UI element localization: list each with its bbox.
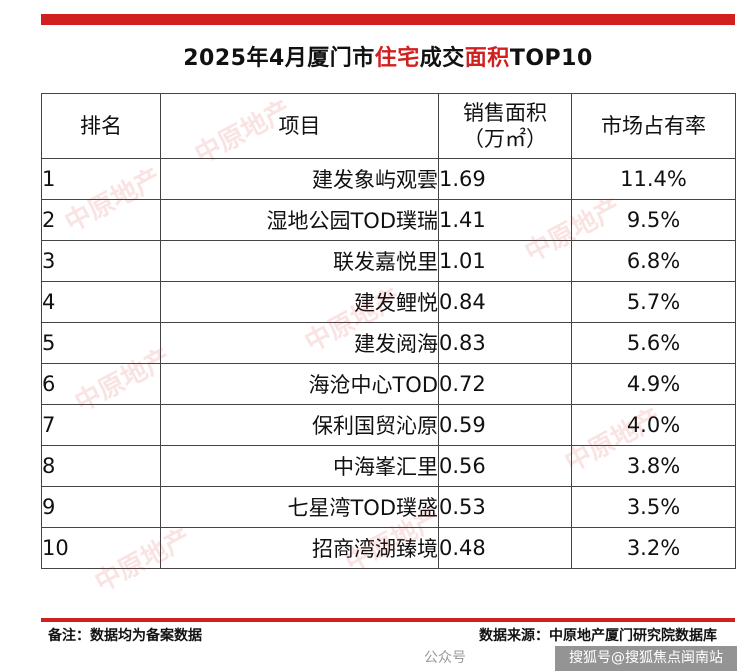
cell-rank: 6 xyxy=(41,363,161,405)
cell-share: 3.2% xyxy=(571,527,736,569)
top-accent-bar xyxy=(41,14,735,25)
header-share: 市场占有率 xyxy=(571,93,736,159)
page-title: 2025年4月厦门市住宅成交面积TOP10 xyxy=(41,40,735,72)
cell-project: 海沧中心TOD xyxy=(160,363,439,405)
cell-rank: 7 xyxy=(41,404,161,446)
cell-rank: 2 xyxy=(41,199,161,241)
table-row: 9 七星湾TOD璞盛 0.53 3.5% xyxy=(41,486,736,528)
cell-project: 建发鲤悦 xyxy=(160,281,439,323)
cell-share: 5.6% xyxy=(571,322,736,364)
cell-area: 0.84 xyxy=(438,281,572,323)
cell-area: 0.48 xyxy=(438,527,572,569)
bottom-accent-line xyxy=(41,618,735,622)
header-project: 项目 xyxy=(160,93,439,159)
cell-rank: 10 xyxy=(41,527,161,569)
table-row: 3 联发嘉悦里 1.01 6.8% xyxy=(41,240,736,282)
table-row: 7 保利国贸沁原 0.59 4.0% xyxy=(41,404,736,446)
cell-project: 建发阅海 xyxy=(160,322,439,364)
cell-project: 湿地公园TOD璞瑞 xyxy=(160,199,439,241)
cell-project: 建发象屿观雲 xyxy=(160,158,439,200)
footnote: 备注：数据均为备案数据 xyxy=(48,628,202,644)
cell-project: 招商湾湖臻境 xyxy=(160,527,439,569)
cell-area: 1.69 xyxy=(438,158,572,200)
cell-area: 0.59 xyxy=(438,404,572,446)
table-row: 2 湿地公园TOD璞瑞 1.41 9.5% xyxy=(41,199,736,241)
cell-rank: 5 xyxy=(41,322,161,364)
cell-area: 0.83 xyxy=(438,322,572,364)
cell-area: 1.41 xyxy=(438,199,572,241)
table-row: 4 建发鲤悦 0.84 5.7% xyxy=(41,281,736,323)
cell-rank: 3 xyxy=(41,240,161,282)
cell-rank: 4 xyxy=(41,281,161,323)
cell-area: 0.72 xyxy=(438,363,572,405)
cell-rank: 9 xyxy=(41,486,161,528)
cell-share: 9.5% xyxy=(571,199,736,241)
title-part-1: 2025年4月厦门市 xyxy=(183,46,375,71)
cell-project: 联发嘉悦里 xyxy=(160,240,439,282)
header-area: 销售面积 （万㎡） xyxy=(438,93,572,159)
platform-badge: 搜狐号@搜狐焦点闽南站 xyxy=(555,646,737,671)
title-part-2: 成交 xyxy=(419,46,465,71)
cell-share: 11.4% xyxy=(571,158,736,200)
data-source: 数据来源：中原地产厦门研究院数据库 xyxy=(479,628,717,644)
table-row: 6 海沧中心TOD 0.72 4.9% xyxy=(41,363,736,405)
header-rank: 排名 xyxy=(41,93,161,159)
table-row: 1 建发象屿观雲 1.69 11.4% xyxy=(41,158,736,200)
table-row: 8 中海峯汇里 0.56 3.8% xyxy=(41,445,736,487)
table-row: 10 招商湾湖臻境 0.48 3.2% xyxy=(41,527,736,569)
cell-share: 3.5% xyxy=(571,486,736,528)
cell-share: 3.8% xyxy=(571,445,736,487)
ranking-table: 排名 项目 销售面积 （万㎡） 市场占有率 1 建发象屿观雲 1.69 11.4… xyxy=(41,93,736,569)
platform-faint-label: 公众号 xyxy=(424,650,466,666)
cell-share: 6.8% xyxy=(571,240,736,282)
cell-area: 1.01 xyxy=(438,240,572,282)
title-highlight-area: 面积 xyxy=(464,46,510,71)
cell-share: 4.9% xyxy=(571,363,736,405)
cell-project: 七星湾TOD璞盛 xyxy=(160,486,439,528)
cell-project: 中海峯汇里 xyxy=(160,445,439,487)
header-area-line-2: （万㎡） xyxy=(463,127,547,151)
cell-rank: 8 xyxy=(41,445,161,487)
cell-share: 4.0% xyxy=(571,404,736,446)
title-highlight-residential: 住宅 xyxy=(374,46,420,71)
cell-share: 5.7% xyxy=(571,281,736,323)
cell-rank: 1 xyxy=(41,158,161,200)
title-part-3: TOP10 xyxy=(509,46,593,71)
cell-area: 0.53 xyxy=(438,486,572,528)
table-row: 5 建发阅海 0.83 5.6% xyxy=(41,322,736,364)
cell-project: 保利国贸沁原 xyxy=(160,404,439,446)
cell-area: 0.56 xyxy=(438,445,572,487)
header-area-line-1: 销售面积 xyxy=(463,101,547,125)
table-header-row: 排名 项目 销售面积 （万㎡） 市场占有率 xyxy=(41,93,736,159)
